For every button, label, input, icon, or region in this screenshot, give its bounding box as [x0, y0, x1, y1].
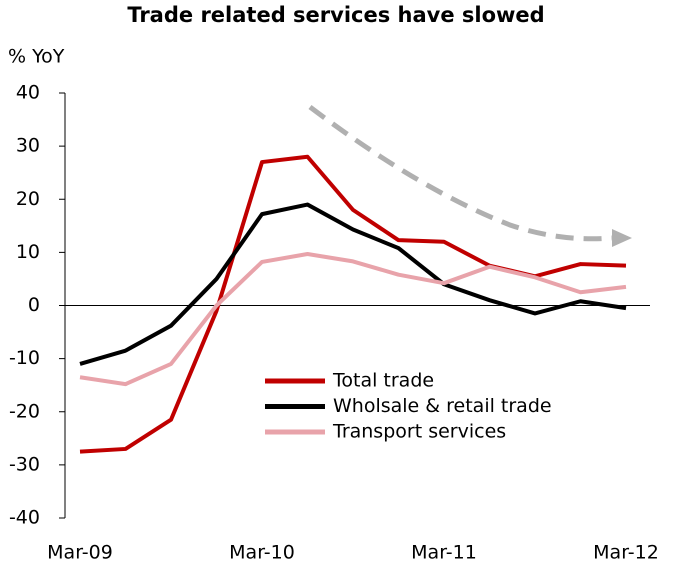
- legend-label: Wholsale & retail trade: [333, 395, 552, 417]
- legend-label: Transport services: [332, 421, 506, 443]
- x-tick-label: Mar-09: [47, 542, 113, 564]
- y-tick-label: 20: [16, 188, 40, 210]
- y-tick-label: 10: [16, 241, 40, 263]
- y-tick-label: 40: [16, 82, 40, 104]
- trend-arrow: [308, 105, 613, 242]
- trend-arrowhead: [612, 229, 632, 247]
- series-line: [79, 202, 627, 366]
- series-line: [79, 251, 627, 387]
- x-tick-label: Mar-11: [411, 542, 477, 564]
- y-tick-label: 30: [16, 135, 40, 157]
- chart-title: Trade related services have slowed: [127, 3, 544, 27]
- y-tick-label: 0: [28, 294, 40, 316]
- y-tick-label: -10: [9, 347, 40, 369]
- y-tick-label: -20: [9, 400, 40, 422]
- legend-label: Total trade: [332, 370, 434, 392]
- x-tick-label: Mar-10: [229, 542, 295, 564]
- y-axis-label: % YoY: [8, 46, 65, 68]
- y-tick-label: -30: [9, 453, 40, 475]
- y-tick-label: -40: [9, 507, 40, 529]
- x-tick-label: Mar-12: [593, 542, 659, 564]
